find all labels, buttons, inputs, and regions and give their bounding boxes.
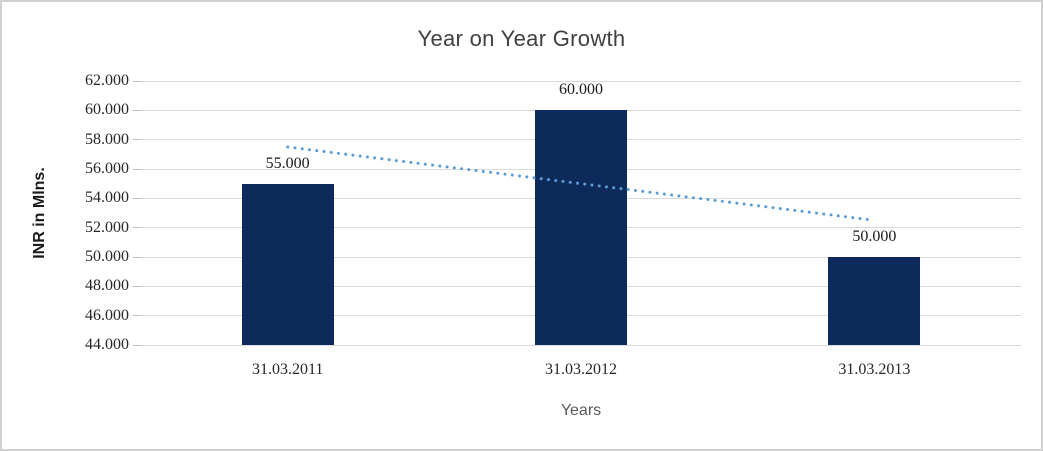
bar-value-label: 55.000	[265, 154, 310, 172]
y-tick-label: 60.000	[85, 101, 129, 119]
y-tick-label: 46.000	[85, 306, 129, 324]
y-tick-mark	[133, 109, 141, 111]
y-tick-label: 54.000	[85, 189, 129, 207]
plot-area: 62.000 60.000 58.000 56.000 54.000 52.000 50.0…	[85, 72, 1021, 378]
gridline	[141, 80, 1021, 82]
y-tick-mark	[133, 344, 141, 346]
chart-title: Year on Year Growth	[417, 26, 626, 51]
y-tick-label: 48.000	[85, 277, 129, 295]
y-tick-label: 52.000	[85, 218, 129, 236]
y-tick-mark	[133, 139, 141, 141]
y-tick-label: 50.000	[85, 248, 129, 265]
bar	[828, 257, 921, 345]
y-tick-label: 56.000	[85, 160, 129, 177]
y-tick-label: 58.000	[85, 130, 129, 148]
bar	[535, 110, 627, 345]
y-tick-mark	[133, 197, 141, 199]
gridline	[141, 344, 1021, 346]
x-axis-title: Years	[560, 402, 602, 419]
y-tick-label: 62.000	[85, 72, 129, 89]
x-category-label: 31.03.2013	[838, 361, 911, 378]
y-tick-mark	[133, 285, 141, 287]
bar-value-label: 50.000	[852, 228, 897, 245]
x-category-label: 31.03.2011	[251, 361, 324, 378]
y-tick-mark	[133, 315, 141, 317]
gridline	[141, 109, 1021, 111]
y-tick-label: 44.000	[85, 336, 129, 353]
bar	[241, 183, 334, 345]
x-category-label: 31.03.2012	[545, 361, 617, 378]
y-tick-mark	[133, 227, 141, 229]
bar-value-label: 60.000	[559, 81, 603, 99]
y-tick-mark	[133, 168, 141, 170]
y-tick-mark	[133, 256, 141, 258]
y-axis-title: INR in Mlns.	[31, 167, 48, 259]
y-tick-mark	[133, 80, 141, 82]
